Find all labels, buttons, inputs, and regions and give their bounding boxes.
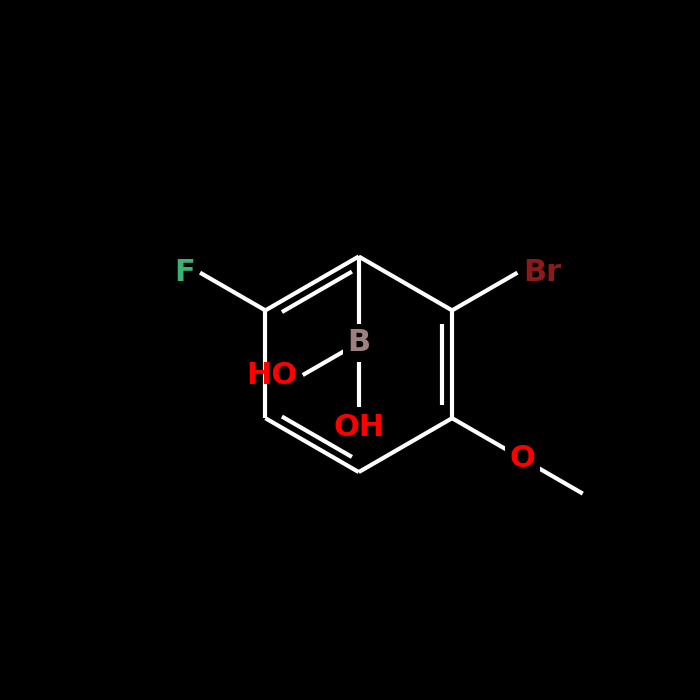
Text: HO: HO: [246, 360, 298, 390]
Text: F: F: [174, 258, 195, 287]
Text: O: O: [509, 444, 535, 473]
Text: Br: Br: [523, 258, 561, 287]
Text: OH: OH: [333, 413, 384, 442]
Text: B: B: [347, 328, 370, 357]
